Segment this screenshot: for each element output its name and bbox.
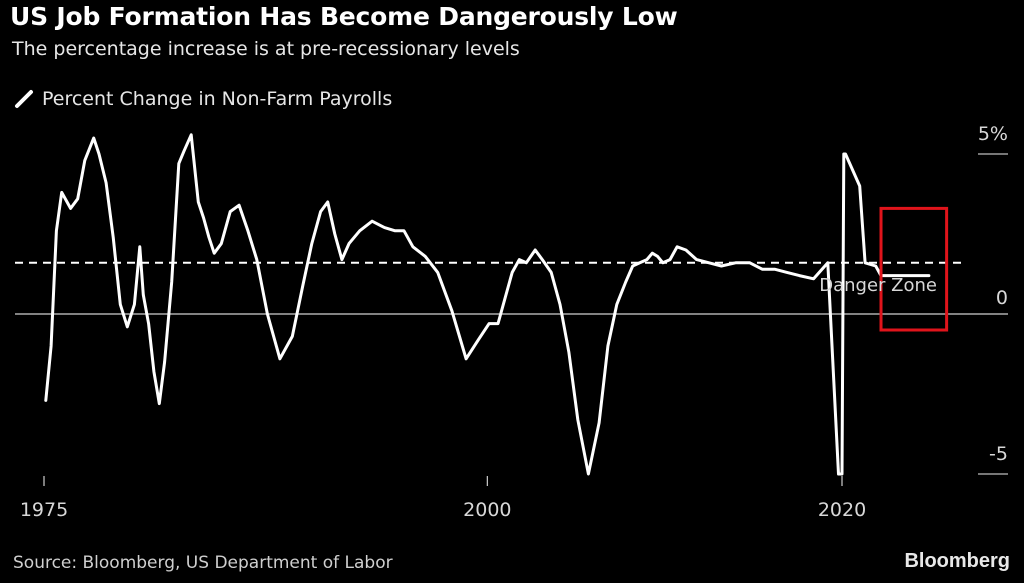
brand-logo: Bloomberg <box>904 550 1010 572</box>
chart-title: US Job Formation Has Become Dangerously … <box>10 2 678 31</box>
annotations: Danger Zone <box>819 206 949 332</box>
line-swatch-icon <box>14 89 34 109</box>
axis-ticks: 1975 2000 2020 5% 0 -5 <box>20 123 1008 521</box>
y-tick-label-2: -5 <box>989 443 1008 465</box>
series-line-0 <box>44 133 931 476</box>
x-tick-label-0: 1975 <box>20 499 68 521</box>
gridlines <box>15 153 1008 475</box>
source-note: Source: Bloomberg, US Department of Labo… <box>13 553 393 573</box>
danger-zone-label: Danger Zone <box>819 275 937 296</box>
series-group <box>44 133 931 476</box>
chart-legend: Percent Change in Non-Farm Payrolls <box>14 86 392 112</box>
chart-subtitle: The percentage increase is at pre-recess… <box>12 38 520 60</box>
highlight-box <box>879 206 949 332</box>
x-tick-label-2: 2020 <box>818 499 866 521</box>
x-tick-label-1: 2000 <box>463 499 511 521</box>
y-tick-label-1: 0 <box>996 287 1008 309</box>
y-tick-label-0: 5% <box>978 123 1008 145</box>
legend-label: Percent Change in Non-Farm Payrolls <box>42 88 393 110</box>
